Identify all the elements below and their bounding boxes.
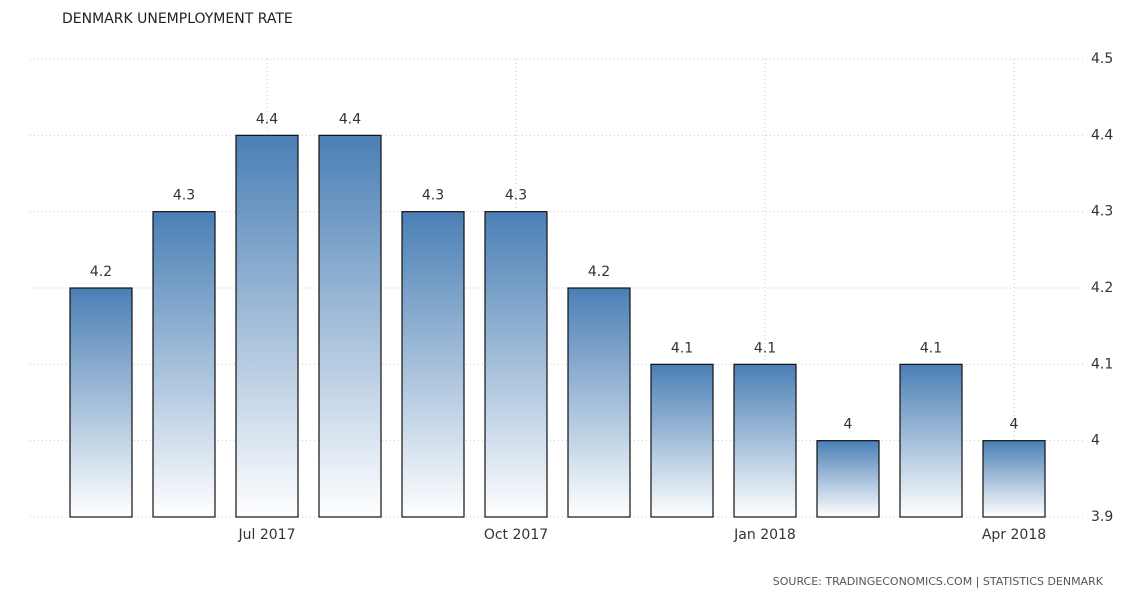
value-label: 4.2 (588, 264, 610, 280)
value-label: 4.3 (422, 188, 444, 204)
value-label: 4.2 (90, 264, 112, 280)
y-tick-label: 4.5 (1091, 51, 1113, 67)
bar (567, 287, 631, 518)
bar (816, 440, 880, 518)
bar (484, 211, 548, 518)
y-tick-label: 4.1 (1091, 356, 1113, 372)
y-tick-label: 4.2 (1091, 280, 1113, 296)
source: SOURCE: TRADINGECONOMICS.COM | STATISTIC… (773, 575, 1104, 588)
bar (982, 440, 1046, 518)
y-tick-label: 4 (1091, 433, 1100, 449)
bar (152, 211, 216, 518)
bar (650, 363, 714, 518)
x-tick-label: Oct 2017 (484, 527, 548, 543)
bar (69, 287, 133, 518)
value-label: 4.3 (505, 188, 527, 204)
bar (733, 363, 797, 518)
bar (235, 134, 299, 518)
x-tick-label: Jul 2017 (238, 527, 296, 543)
value-label: 4 (844, 417, 853, 433)
value-label: 4.4 (339, 111, 361, 127)
bar (899, 363, 963, 518)
value-label: 4.1 (920, 340, 942, 356)
chart-title: DENMARK UNEMPLOYMENT RATE (62, 11, 293, 27)
value-label: 4.3 (173, 188, 195, 204)
value-label: 4.4 (256, 111, 278, 127)
y-tick-label: 3.9 (1091, 509, 1113, 525)
value-label: 4.1 (671, 340, 693, 356)
value-label: 4.1 (754, 340, 776, 356)
y-tick-label: 4.3 (1091, 204, 1113, 220)
x-tick-label: Apr 2018 (982, 527, 1046, 543)
bar (401, 211, 465, 518)
value-label: 4 (1010, 417, 1019, 433)
x-tick-label: Jan 2018 (733, 527, 796, 543)
bar (318, 134, 382, 518)
y-tick-label: 4.4 (1091, 127, 1113, 143)
